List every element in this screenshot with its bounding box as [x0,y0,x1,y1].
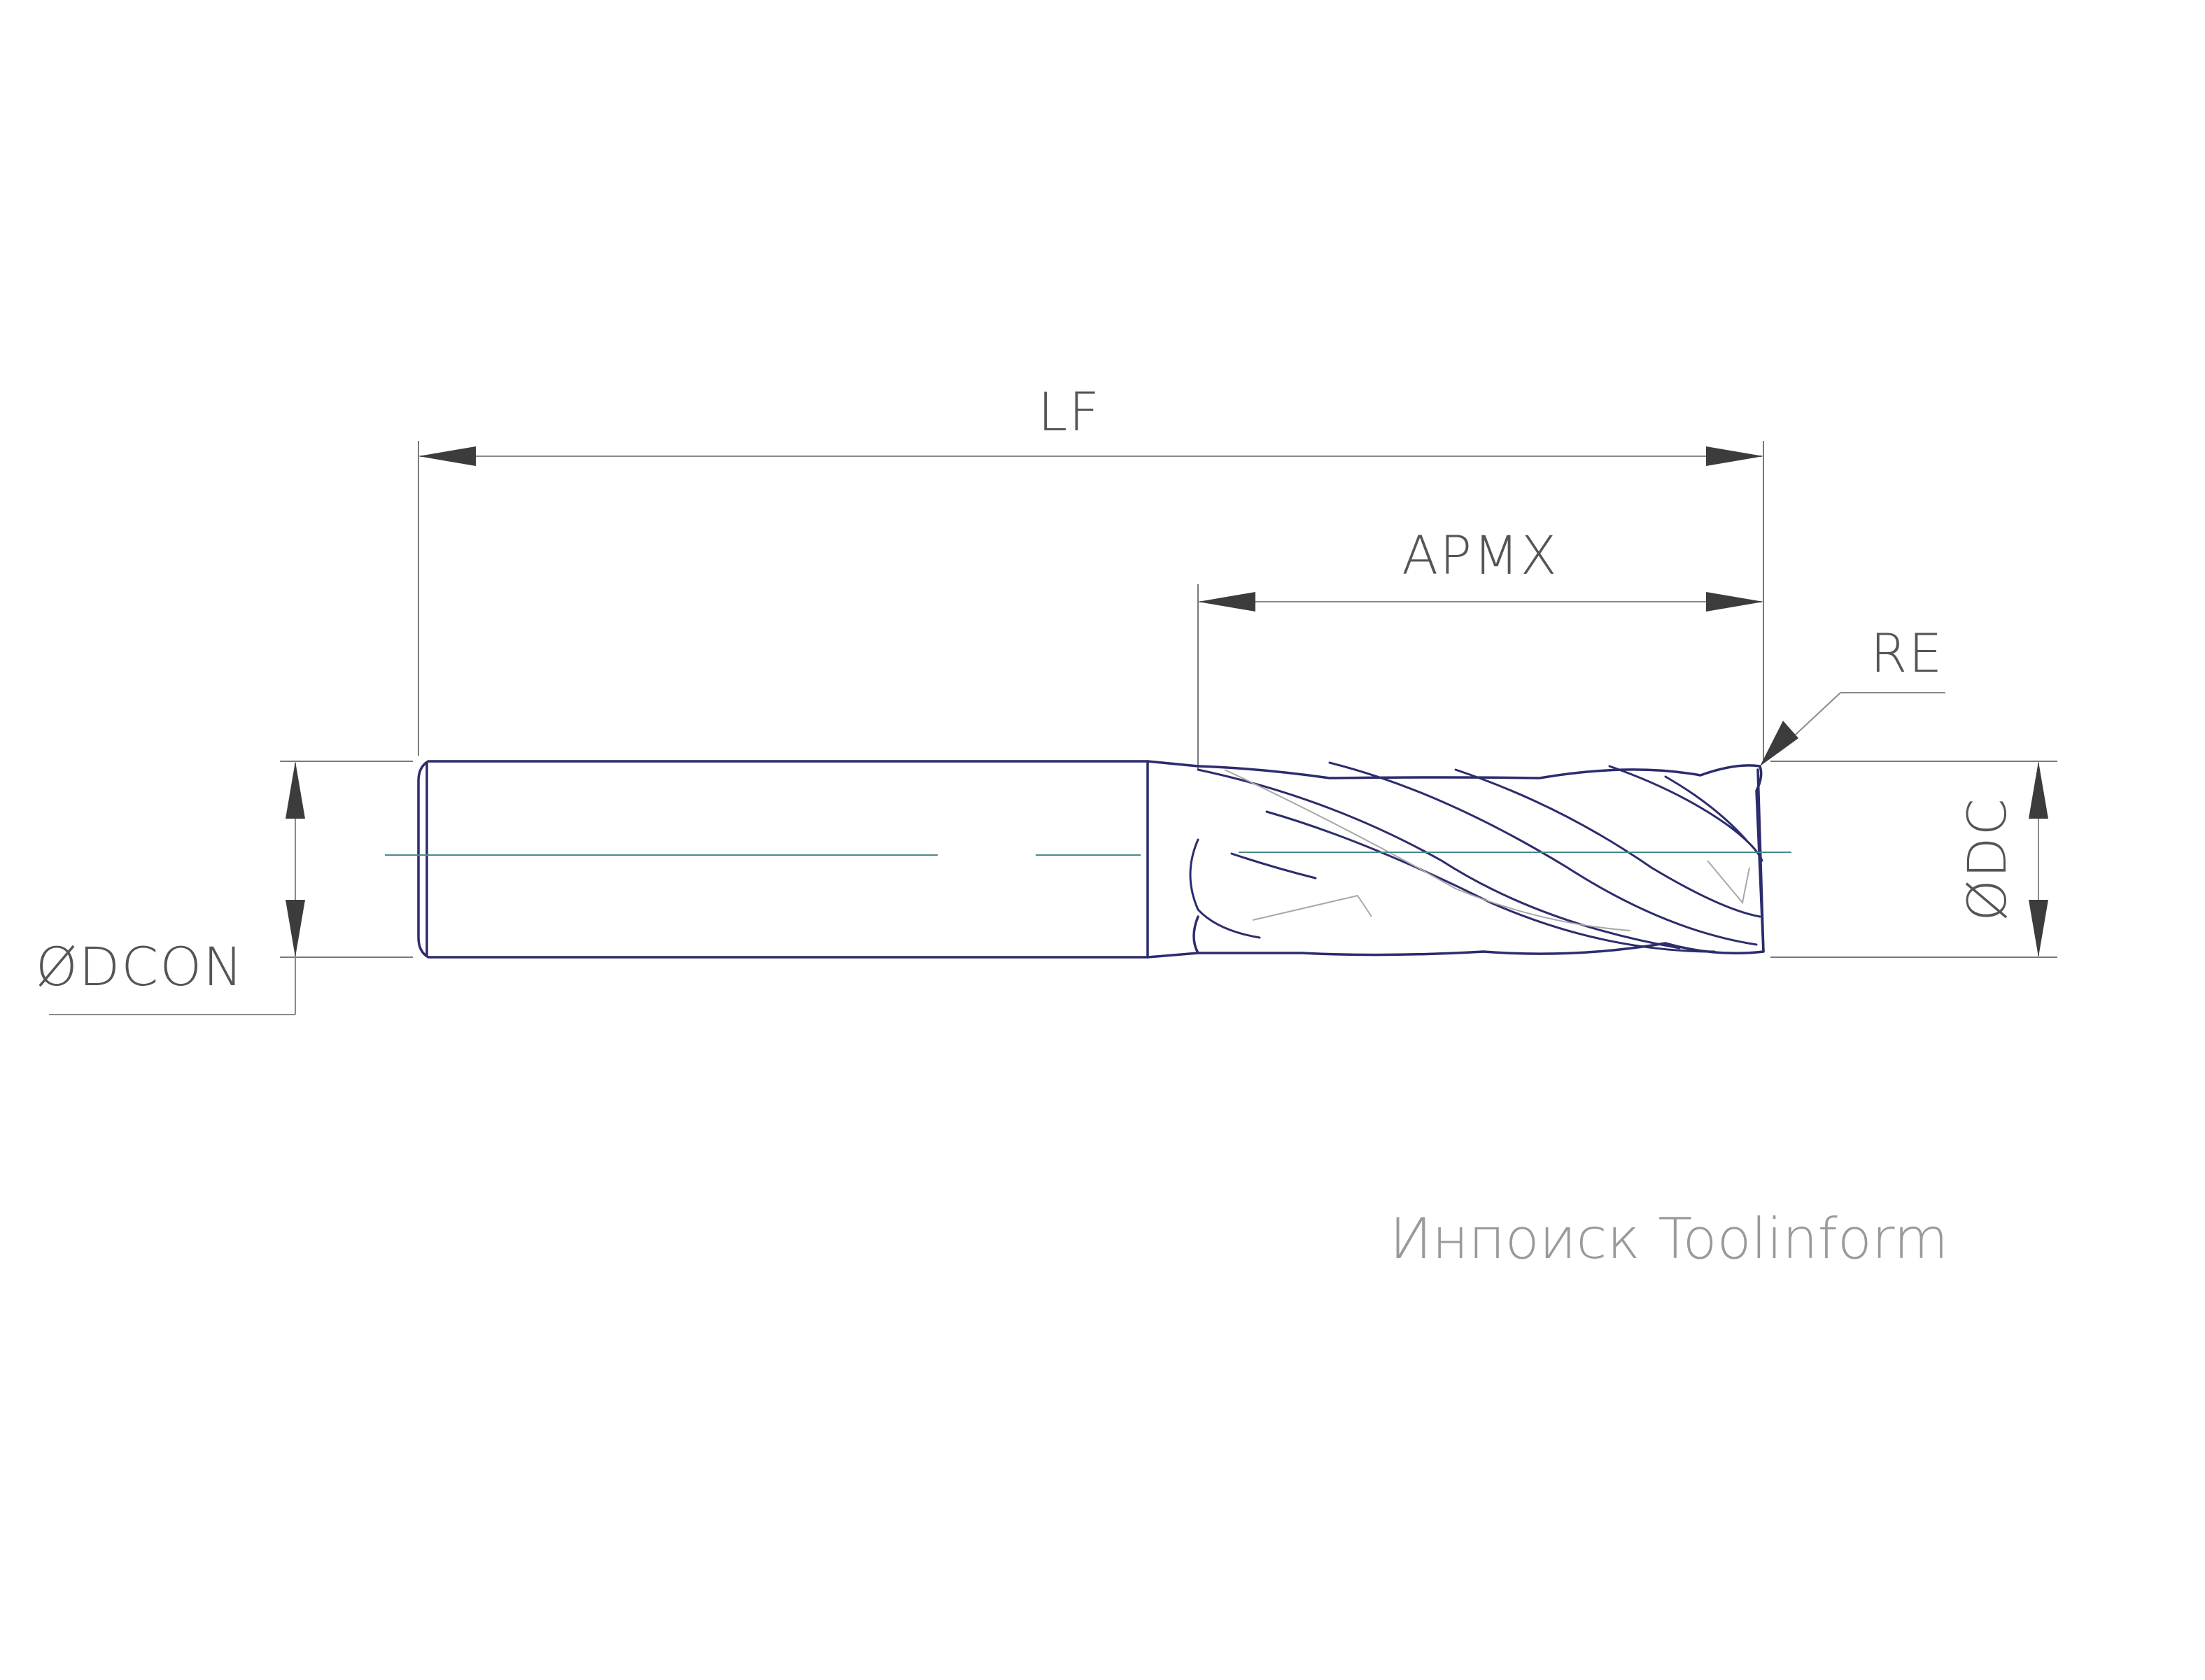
dcon-label: ØDCON [36,936,244,998]
dimension-re: RE [1760,622,1945,766]
apmx-label: APMX [1402,524,1558,586]
secondary-edge-3 [1707,860,1750,905]
apmx-arrow-left [1198,592,1255,612]
flute-gash [1189,838,1317,939]
lf-arrow-right [1706,446,1763,466]
flute-2 [1265,810,1716,953]
dimension-lf: LF [418,381,1764,763]
dimension-apmx: APMX [1197,524,1763,770]
secondary-edge-2 [1252,894,1372,921]
dimension-dc: ØDC [1770,761,2057,958]
lf-label: LF [1038,381,1101,443]
lf-arrow-left [418,446,476,466]
cutting-head-outline [1192,764,1765,957]
secondary-edge-1 [1224,769,1631,931]
neck-outline [1146,760,1199,959]
flute-6 [1664,775,1747,841]
dc-arrow-top [2029,761,2048,819]
shank-outline [417,760,1149,959]
dc-label: ØDC [1956,797,2018,921]
flute-3 [1328,761,1758,946]
dimension-dcon: ØDCON [36,761,413,1015]
flute-1 [1197,768,1681,950]
dc-arrow-bottom [2029,900,2048,957]
apmx-arrow-right [1706,592,1763,612]
re-arrow [1760,721,1798,766]
watermark: Инпоиск Toolinform [1390,1206,1948,1271]
re-label: RE [1871,622,1944,684]
center-axis [385,852,1791,856]
dcon-arrow-top [286,761,305,819]
dcon-arrow-bottom [286,900,305,957]
end-mill-tool [417,760,1765,959]
flute-4 [1454,768,1761,918]
end-face-line [1756,768,1765,953]
flute-5 [1608,765,1763,862]
